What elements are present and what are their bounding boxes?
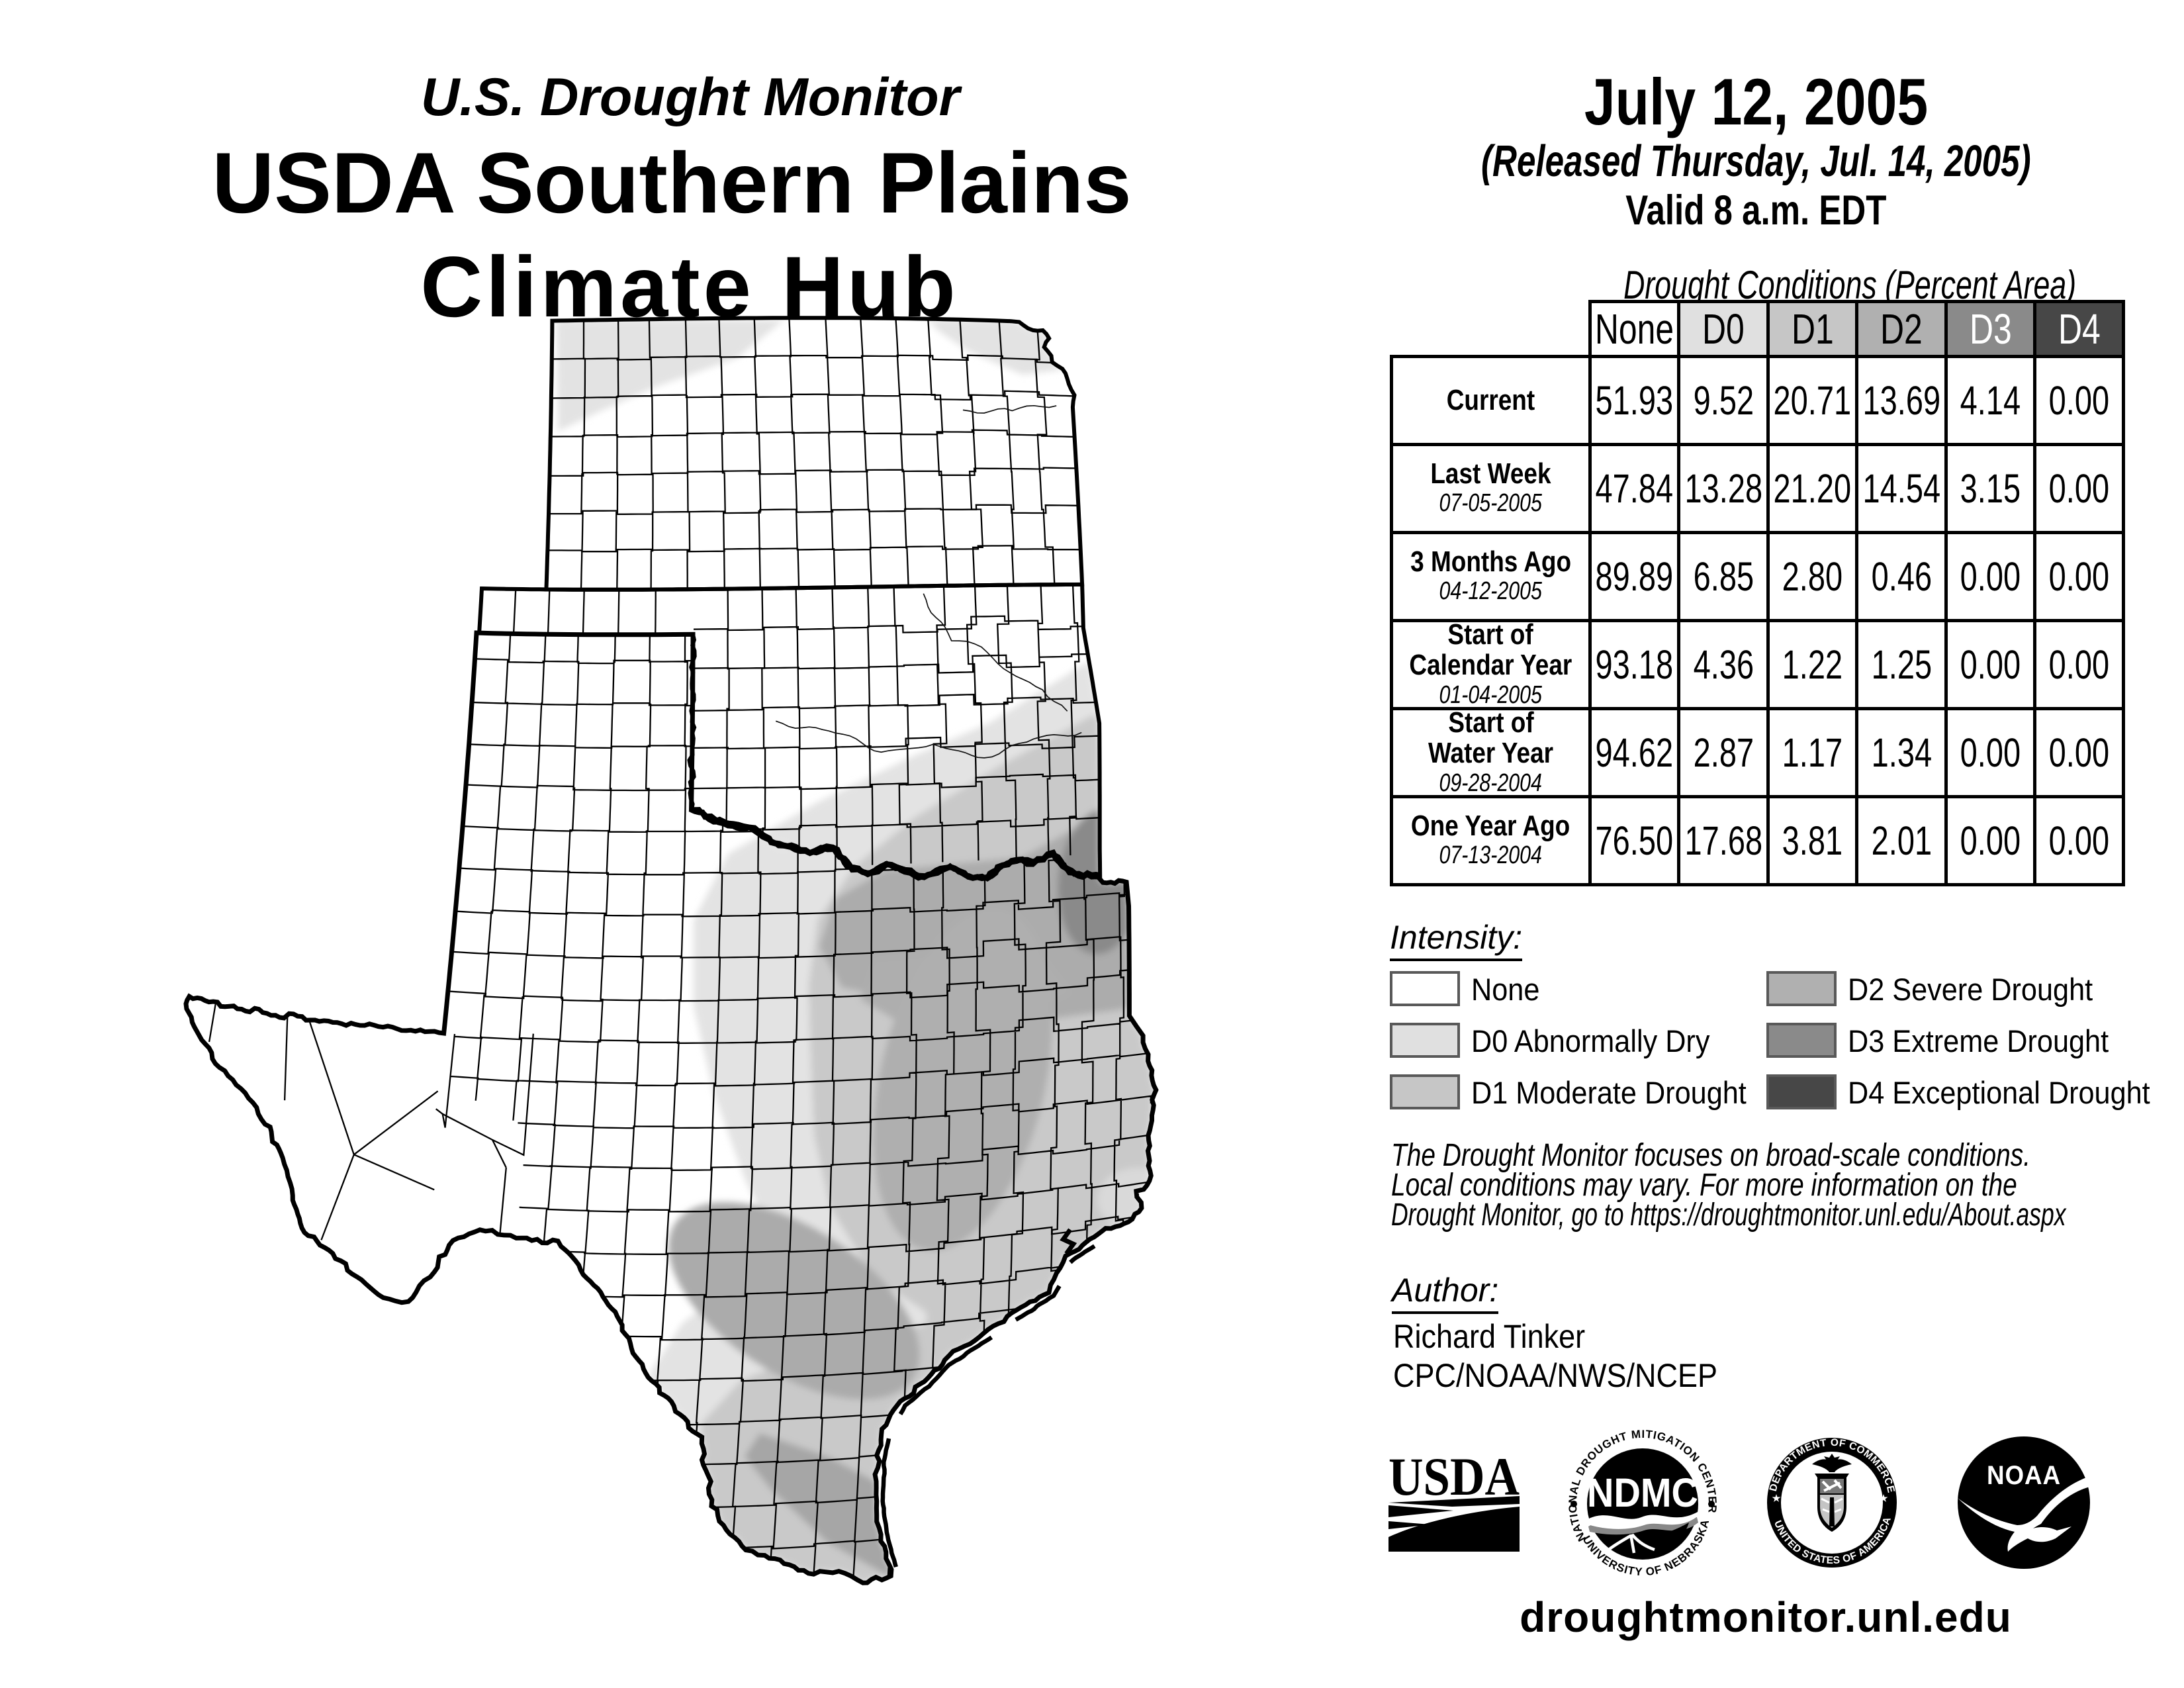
svg-text:NOAA: NOAA (1987, 1461, 2061, 1491)
svg-text:NDMC: NDMC (1587, 1470, 1698, 1515)
